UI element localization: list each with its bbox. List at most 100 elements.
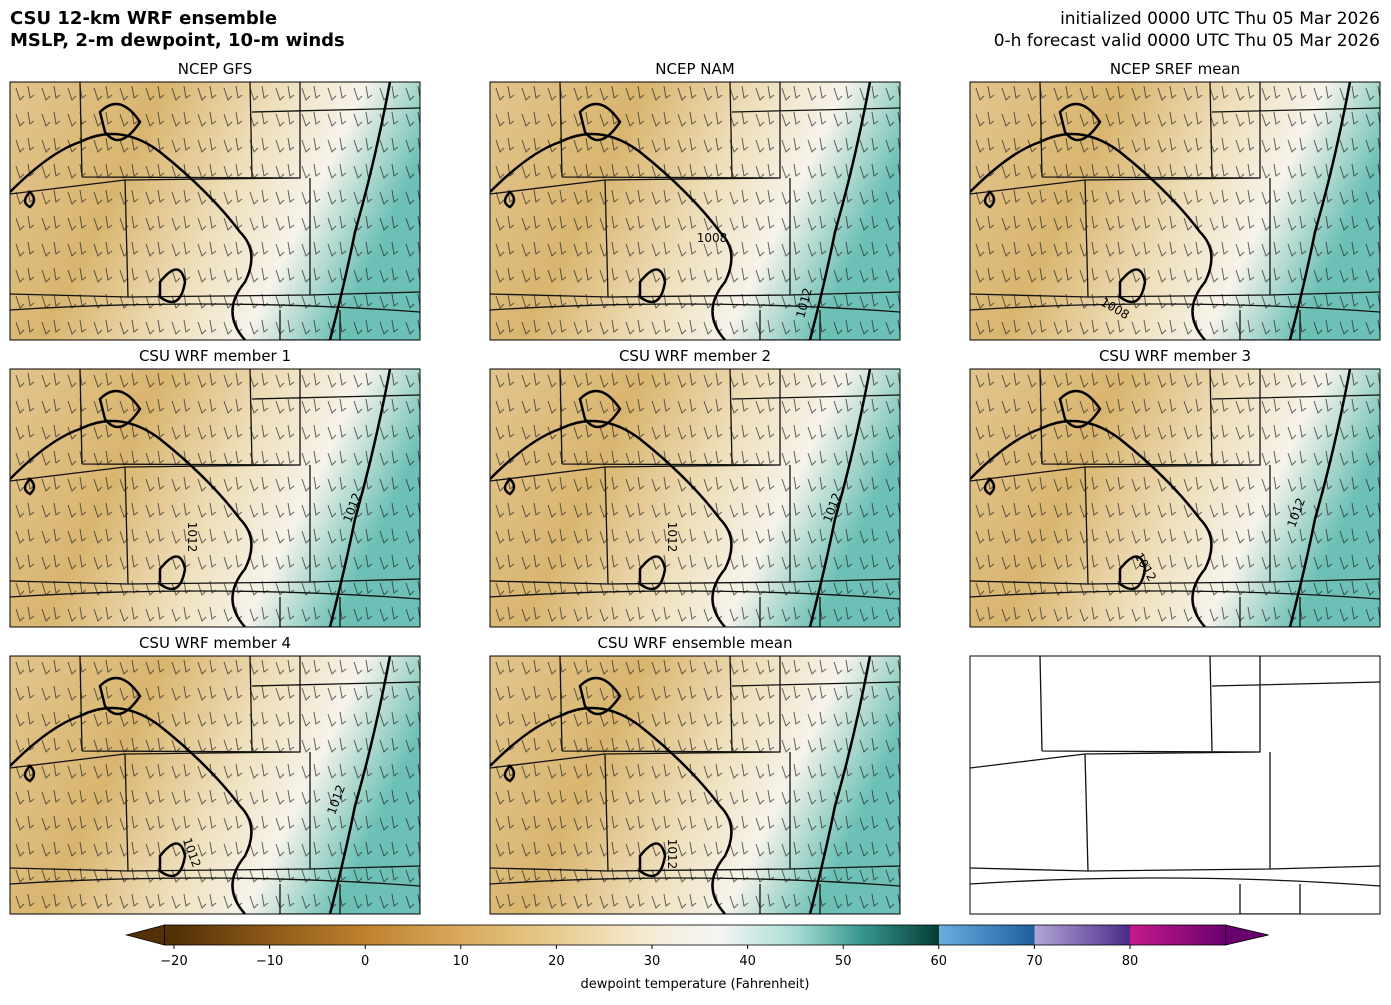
isobar (328, 82, 392, 340)
isobar (578, 676, 622, 716)
isobar (983, 477, 996, 496)
isobar (10, 132, 253, 340)
isobar (503, 190, 516, 209)
isobar (970, 419, 1213, 627)
isobar (23, 190, 36, 209)
isobar (98, 676, 142, 716)
wind-barbs (490, 656, 900, 914)
contour-label: 1012 (665, 522, 679, 553)
isobar (983, 190, 996, 209)
contour-label: 1012 (665, 839, 679, 870)
init-time: initialized 0000 UTC Thu 05 Mar 2026 (1060, 9, 1380, 29)
map-panel: 1008 NCEP SREF mean (969, 60, 1381, 341)
isobar (23, 477, 36, 496)
state-borders (970, 656, 1380, 914)
colorbar (164, 924, 1227, 946)
colorbar-tick-label: 50 (835, 954, 852, 969)
map-layer: 1008 (970, 82, 1380, 340)
map-layer (10, 82, 420, 340)
isobar (158, 842, 187, 878)
isobar (1288, 369, 1352, 627)
isobar (970, 132, 1213, 340)
map-layer: 1012 (490, 656, 900, 914)
isobar (1118, 555, 1147, 591)
panel-frame (969, 368, 1381, 628)
isobar (490, 706, 733, 914)
isobar (578, 389, 622, 429)
panel-frame (969, 81, 1381, 341)
panel-title: CSU WRF member 2 (619, 347, 771, 365)
isobar (98, 102, 142, 142)
isobar (98, 389, 142, 429)
wind-barbs (490, 82, 900, 340)
isobar (158, 555, 187, 591)
panel-frame (9, 655, 421, 915)
isobar (328, 656, 392, 914)
colorbar-extend-high (1225, 924, 1269, 946)
wind-barbs (970, 82, 1380, 340)
isobar (1058, 389, 1102, 429)
isobar (638, 555, 667, 591)
colorbar-tick-label: −10 (256, 954, 283, 969)
colorbar-extend-low (124, 924, 165, 946)
valid-time: 0-h forecast valid 0000 UTC Thu 05 Mar 2… (994, 31, 1380, 51)
panel-frame (9, 81, 421, 341)
colorbar-label: dewpoint temperature (Fahrenheit) (581, 977, 810, 992)
colorbar-tick-label: 30 (644, 954, 661, 969)
panel-frame (489, 368, 901, 628)
map-panel: NCEP GFS (9, 60, 421, 341)
isobar (808, 656, 872, 914)
figure-title: CSU 12-km WRF ensemble (10, 8, 277, 29)
panel-title: NCEP SREF mean (1110, 60, 1240, 78)
panel-title: CSU WRF member 3 (1099, 347, 1251, 365)
isobar (638, 842, 667, 878)
isobar (578, 102, 622, 142)
colorbar-tick-label: 70 (1026, 954, 1043, 969)
panel-frame (489, 81, 901, 341)
panel-frame (489, 655, 901, 915)
isobar (490, 132, 733, 340)
isobar (503, 477, 516, 496)
panel-title: CSU WRF member 1 (139, 347, 291, 365)
isobar (1058, 102, 1102, 142)
wind-barbs (10, 369, 420, 627)
colorbar-tick-label: 60 (931, 954, 948, 969)
map-layer (970, 656, 1380, 914)
wind-barbs (970, 369, 1380, 627)
panel-frame (969, 655, 1381, 915)
colorbar-tick-label: 40 (739, 954, 756, 969)
colorbar-tick-label: 0 (361, 954, 369, 969)
wind-barbs (490, 369, 900, 627)
wind-barbs (10, 656, 420, 914)
isobar (158, 268, 187, 304)
isobar (328, 369, 392, 627)
colorbar-tick-label: 20 (548, 954, 565, 969)
isobar (490, 419, 733, 627)
wind-barbs (10, 82, 420, 340)
map-panel: 1012 CSU WRF ensemble mean (489, 634, 901, 915)
contour-label: 1012 (185, 522, 199, 553)
figure-subtitle: MSLP, 2-m dewpoint, 10-m winds (10, 30, 345, 51)
isobar (808, 82, 872, 340)
panel-title: NCEP GFS (178, 60, 253, 78)
contour-label: 1008 (697, 231, 728, 245)
panel-title: NCEP NAM (655, 60, 734, 78)
isobar (808, 369, 872, 627)
isobar (1118, 268, 1147, 304)
panel-frame (9, 368, 421, 628)
isobar (10, 419, 253, 627)
colorbar-tick-label: −20 (160, 954, 187, 969)
map-panel (969, 655, 1381, 915)
isobar (503, 764, 516, 783)
isobar (10, 706, 253, 914)
isobar (1288, 82, 1352, 340)
